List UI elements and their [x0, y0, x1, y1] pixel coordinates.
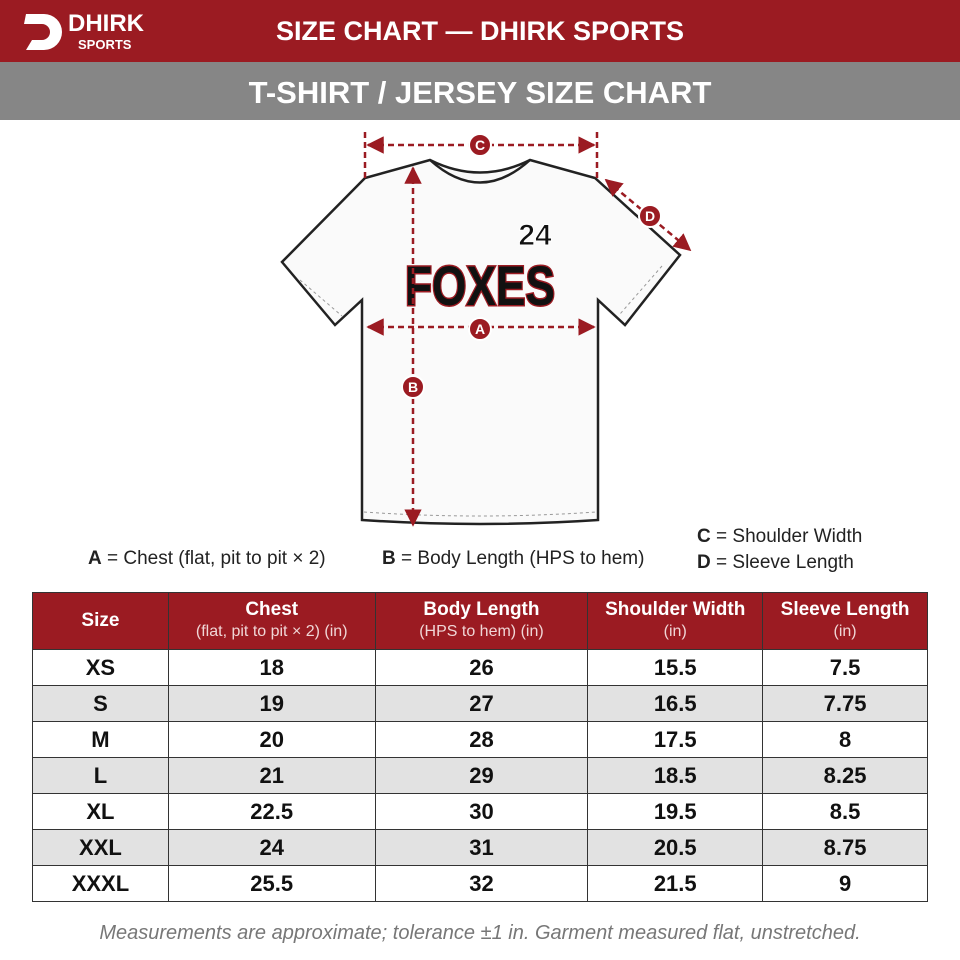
marker-circle: [638, 204, 662, 228]
legend-item: B = Body Length (HPS to hem): [382, 548, 644, 570]
measurement-cell: 8: [762, 721, 928, 758]
size-table: Size Chest (flat, pit to pit × 2) (in) Body…: [32, 592, 928, 902]
table-row: XXL 24 31 20.5 8.75: [32, 829, 928, 866]
measurement-cell: 8.75: [762, 829, 928, 866]
marker-label: B: [408, 379, 418, 395]
table-row: XXXL 25.5 32 21.5 9: [32, 865, 928, 902]
table-row: L 21 29 18.5 8.25: [32, 757, 928, 794]
measurement-cell: 15.5: [587, 649, 764, 686]
table-body: XS 18 26 15.5 7.5 S 19 27 16.5 7.75 M 20 28 17.5 8 L 21 2…: [32, 649, 928, 902]
shirt-team: FOXES: [405, 254, 555, 317]
measurement-cell: 18.5: [587, 757, 764, 794]
header-title: SIZE CHART — DHIRK SPORTS: [275, 16, 685, 46]
column-header: Size: [32, 592, 169, 650]
size-cell: S: [32, 685, 169, 722]
marker-label: D: [645, 208, 655, 224]
measurement-cell: 26: [374, 649, 589, 686]
shirt-diagram: 24 FOXES C D A B: [280, 132, 692, 527]
measurement-cell: 19.5: [587, 793, 764, 830]
marker-circle: [468, 133, 492, 157]
measurement-cell: 21: [167, 757, 376, 794]
measurement-cell: 20: [167, 721, 376, 758]
column-title: Shoulder Width: [605, 599, 746, 620]
column-title: Sleeve Length: [780, 599, 910, 620]
column-subtitle: (flat, pit to pit × 2) (in): [195, 623, 348, 640]
table-row: S 19 27 16.5 7.75: [32, 685, 928, 722]
legend-text: = Sleeve Length: [716, 552, 854, 573]
legend-text: = Shoulder Width: [716, 526, 863, 547]
measurement-cell: 21.5: [587, 865, 764, 902]
legend-item: D = Sleeve Length: [697, 552, 854, 574]
column-title: Size: [81, 610, 120, 631]
table-row: M 20 28 17.5 8: [32, 721, 928, 758]
header-bar: DHIRK SPORTS SIZE CHART — DHIRK SPORTS: [0, 0, 960, 62]
measurement-cell: 18: [167, 649, 376, 686]
measurement-cell: 16.5: [587, 685, 764, 722]
legend-key: D: [697, 552, 711, 573]
legend-key: C: [697, 526, 711, 547]
size-cell: M: [32, 721, 169, 758]
marker-label: C: [475, 137, 485, 153]
column-subtitle: (HPS to hem) (in): [419, 623, 544, 640]
measurement-cell: 24: [167, 829, 376, 866]
measurement-cell: 31: [374, 829, 589, 866]
column-title: Chest: [245, 599, 299, 620]
legend-text: = Chest (flat, pit to pit × 2): [107, 548, 326, 569]
column-subtitle: (in): [833, 623, 857, 640]
measurement-cell: 25.5: [167, 865, 376, 902]
size-cell: XL: [32, 793, 169, 830]
legend-key: B: [382, 548, 396, 569]
measurement-cell: 28: [374, 721, 589, 758]
size-cell: XXXL: [32, 865, 169, 902]
column-header: Body Length (HPS to hem) (in): [374, 592, 589, 650]
measurement-cell: 17.5: [587, 721, 764, 758]
marker-label: A: [475, 321, 485, 337]
size-cell: XS: [32, 649, 169, 686]
size-cell: L: [32, 757, 169, 794]
measurement-cell: 22.5: [167, 793, 376, 830]
measurement-cell: 7.5: [762, 649, 928, 686]
shirt-number: 24: [518, 219, 552, 252]
logo-icon: [24, 14, 62, 50]
column-header: Shoulder Width (in): [587, 592, 764, 650]
measurement-cell: 30: [374, 793, 589, 830]
footnote: Measurements are approximate; tolerance …: [99, 922, 861, 944]
measurement-cell: 7.75: [762, 685, 928, 722]
column-title: Body Length: [423, 599, 540, 620]
measurement-cell: 8.5: [762, 793, 928, 830]
marker-circle: [468, 317, 492, 341]
measurement-cell: 8.25: [762, 757, 928, 794]
logo-name: DHIRK: [68, 10, 144, 37]
measurement-cell: 27: [374, 685, 589, 722]
column-subtitle: (in): [663, 623, 687, 640]
shirt-outline: [280, 158, 682, 526]
legend-key: A: [88, 548, 102, 569]
subheader-title: T-SHIRT / JERSEY SIZE CHART: [248, 75, 712, 110]
legend-item: A = Chest (flat, pit to pit × 2): [88, 548, 326, 570]
table-row: XS 18 26 15.5 7.5: [32, 649, 928, 686]
measurement-cell: 9: [762, 865, 928, 902]
marker-circle: [401, 375, 425, 399]
column-header: Chest (flat, pit to pit × 2) (in): [167, 592, 376, 650]
measurement-cell: 19: [167, 685, 376, 722]
logo-sub: SPORTS: [78, 37, 132, 52]
measurement-cell: 29: [374, 757, 589, 794]
measurement-cell: 20.5: [587, 829, 764, 866]
size-cell: XXL: [32, 829, 169, 866]
measurement-cell: 32: [374, 865, 589, 902]
column-header: Sleeve Length (in): [762, 592, 928, 650]
legend-item: C = Shoulder Width: [697, 526, 862, 548]
table-row: XL 22.5 30 19.5 8.5: [32, 793, 928, 830]
table-header-row: Size Chest (flat, pit to pit × 2) (in) Body…: [32, 592, 928, 650]
subheader-bar: T-SHIRT / JERSEY SIZE CHART: [0, 62, 960, 120]
legend-text: = Body Length (HPS to hem): [401, 548, 645, 569]
